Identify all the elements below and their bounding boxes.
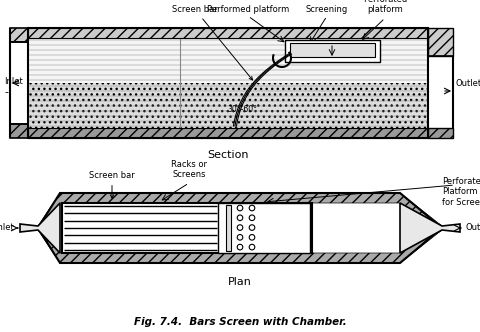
Text: Screen bar: Screen bar bbox=[172, 5, 252, 80]
Bar bbox=[226, 205, 231, 251]
Text: Perforated
Platform
for Screening: Perforated Platform for Screening bbox=[442, 177, 480, 207]
Bar bbox=[10, 28, 28, 42]
Bar bbox=[218, 203, 310, 253]
Text: Inlet: Inlet bbox=[0, 223, 14, 232]
Text: Performed platform: Performed platform bbox=[207, 5, 289, 14]
Bar bbox=[290, 43, 375, 57]
Text: Section: Section bbox=[207, 150, 249, 160]
Bar bbox=[28, 38, 428, 83]
Text: Perforated
platform: Perforated platform bbox=[363, 0, 407, 14]
Text: Outlet: Outlet bbox=[455, 78, 480, 88]
Bar bbox=[62, 203, 312, 253]
Polygon shape bbox=[38, 203, 442, 253]
Polygon shape bbox=[400, 203, 460, 253]
Text: -: - bbox=[4, 87, 8, 97]
Text: Screen bar: Screen bar bbox=[89, 171, 135, 198]
Polygon shape bbox=[38, 226, 442, 263]
Text: 30°-60°: 30°-60° bbox=[227, 106, 257, 115]
Polygon shape bbox=[20, 203, 60, 253]
Bar bbox=[28, 128, 428, 138]
Bar bbox=[10, 124, 28, 138]
Bar bbox=[428, 128, 453, 138]
Text: Screening: Screening bbox=[306, 5, 348, 14]
Text: Screen bars: Screen bars bbox=[117, 231, 167, 240]
Bar bbox=[285, 40, 380, 62]
Polygon shape bbox=[38, 193, 442, 230]
Text: Outlet: Outlet bbox=[466, 223, 480, 232]
Text: Plan: Plan bbox=[228, 277, 252, 287]
Text: Racks or
Screens: Racks or Screens bbox=[171, 160, 207, 179]
Bar bbox=[28, 28, 428, 38]
Bar bbox=[428, 28, 453, 56]
Bar bbox=[28, 28, 428, 138]
Text: Fig. 7.4.  Bars Screen with Chamber.: Fig. 7.4. Bars Screen with Chamber. bbox=[133, 317, 347, 327]
Text: Inlet: Inlet bbox=[4, 76, 23, 86]
Bar bbox=[28, 83, 428, 128]
